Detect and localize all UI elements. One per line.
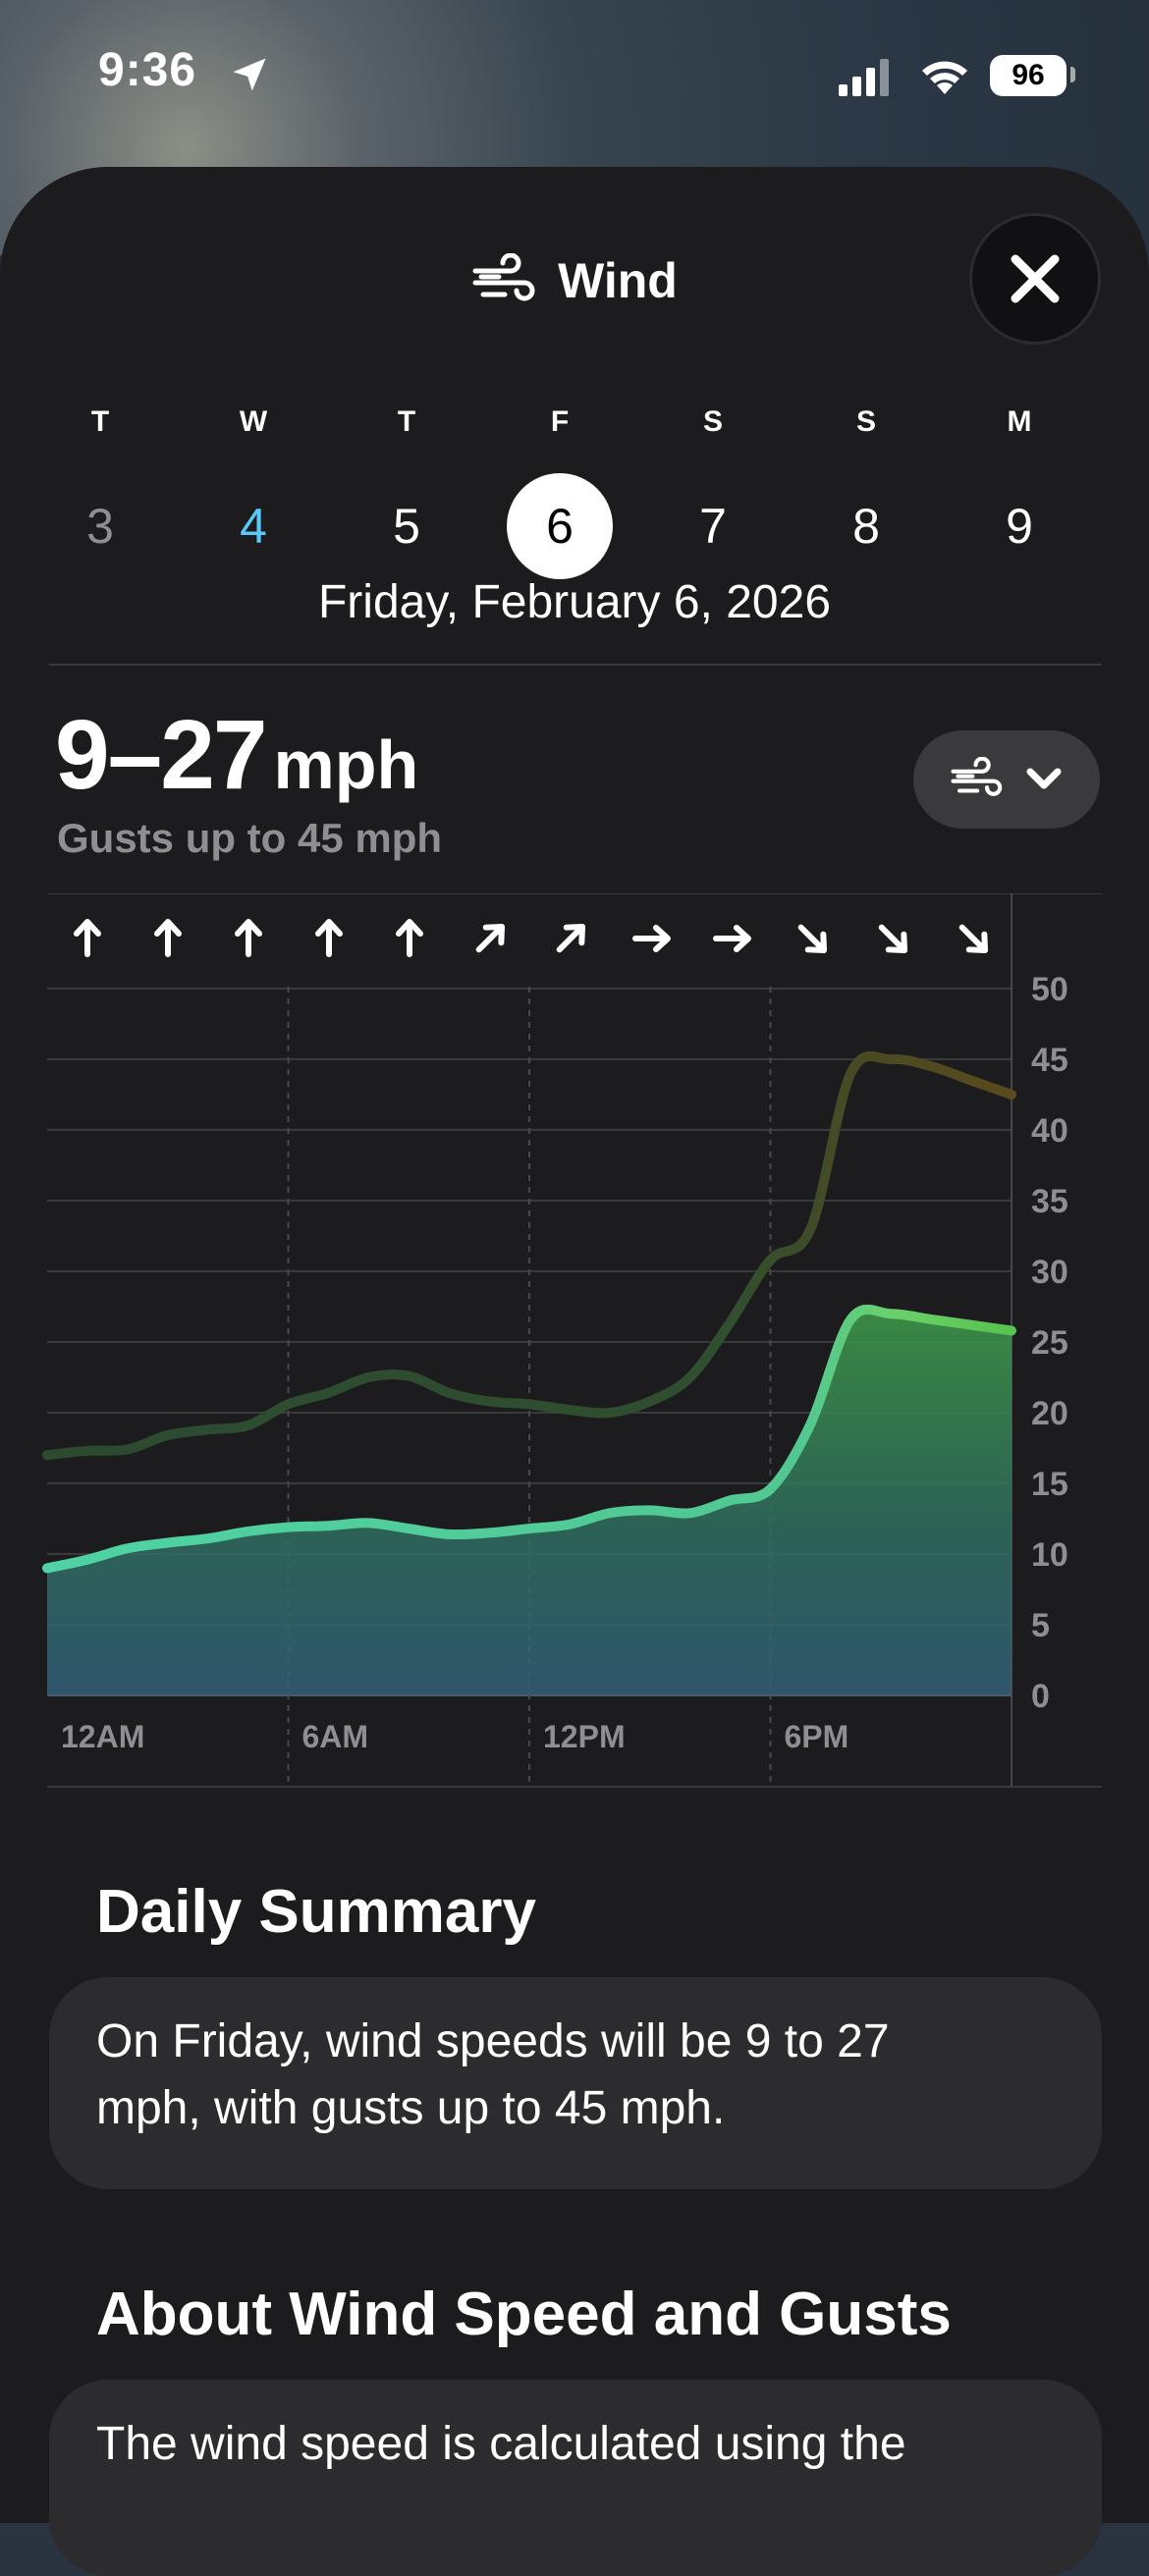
day-weekday-label: F [550, 405, 570, 438]
about-title: About Wind Speed and Gusts [96, 2281, 952, 2348]
day-date-number: 9 [1006, 499, 1033, 554]
battery-indicator: 96 [990, 55, 1067, 96]
wind-range: 9–27 mph [55, 699, 418, 812]
daily-summary-text: On Friday, wind speeds will be 9 to 27 m… [96, 2015, 890, 2134]
wind-direction-arrow-icon [235, 919, 262, 957]
wind-direction-arrow-icon [878, 924, 908, 954]
y-tick-label: 20 [1031, 1395, 1068, 1432]
x-tick-label: 6AM [302, 1719, 369, 1754]
wind-icon [472, 253, 535, 301]
chevron-down-icon [1026, 768, 1062, 789]
close-button[interactable] [972, 216, 1098, 342]
close-icon [1011, 254, 1060, 303]
day-weekday-label: T [397, 405, 416, 438]
about-card: The wind speed is calculated using the [49, 2380, 1102, 2576]
gust-line [42, 1050, 1016, 1461]
y-tick-label: 0 [1031, 1678, 1050, 1715]
wind-direction-arrow-icon [958, 924, 989, 954]
wind-direction-arrow-icon [154, 919, 182, 957]
y-tick-label: 50 [1031, 971, 1068, 1008]
x-tick-label: 6PM [785, 1719, 849, 1754]
x-tick-label: 12AM [61, 1719, 144, 1754]
x-tick-label: 12PM [543, 1719, 626, 1754]
y-tick-label: 10 [1031, 1536, 1068, 1574]
day-date-number: 6 [507, 473, 613, 579]
day-date-number: 3 [86, 499, 114, 554]
daily-summary-card: On Friday, wind speeds will be 9 to 27 m… [49, 1977, 1102, 2189]
location-arrow-icon [233, 58, 266, 91]
y-tick-label: 40 [1031, 1112, 1068, 1150]
y-tick-label: 15 [1031, 1466, 1068, 1503]
wind-direction-arrow-icon [556, 923, 586, 953]
wind-direction-arrow-icon [797, 924, 828, 954]
cellular-signal-icon [839, 59, 889, 96]
daily-summary-title: Daily Summary [96, 1878, 536, 1946]
y-tick-label: 25 [1031, 1324, 1068, 1362]
day-date-number: 8 [852, 499, 880, 554]
metric-selector-button[interactable] [913, 730, 1100, 829]
day-weekday-label: S [702, 405, 723, 438]
y-tick-label: 5 [1031, 1607, 1050, 1644]
day-weekday-label: W [239, 405, 268, 438]
battery-cap [1070, 67, 1075, 82]
status-bar: 9:36 96 [0, 0, 1149, 157]
wind-direction-arrow-icon [713, 925, 751, 952]
y-tick-label: 45 [1031, 1042, 1068, 1079]
wifi-icon [922, 61, 967, 94]
wind-direction-arrow-icon [315, 919, 343, 957]
day-date-number: 4 [240, 499, 267, 554]
about-text: The wind speed is calculated using the [96, 2418, 906, 2470]
day-date-number: 5 [393, 499, 420, 554]
day-date-number: 7 [699, 499, 727, 554]
day-weekday-label: S [855, 405, 876, 438]
gusts-label: Gusts up to 45 mph [57, 815, 443, 861]
day-weekday-label: M [1007, 405, 1032, 438]
speed-area [47, 1309, 1012, 1695]
day-weekday-label: T [90, 405, 110, 438]
y-tick-label: 35 [1031, 1183, 1068, 1220]
wind-direction-arrow-icon [632, 925, 671, 952]
divider [49, 664, 1102, 666]
wind-range-unit: mph [273, 726, 419, 803]
sheet-header: Wind [0, 251, 1149, 310]
wind-icon [951, 757, 1003, 796]
y-tick-label: 30 [1031, 1254, 1068, 1291]
wind-chart[interactable]: 0 5 10 15 20 25 30 35 40 45 50 12AM 6AM 12PM 6PM [0, 893, 1149, 1797]
wind-direction-arrow-icon [396, 919, 423, 957]
wind-direction-arrow-icon [475, 923, 506, 953]
status-time: 9:36 [98, 44, 197, 96]
speed-line [42, 1304, 1016, 1574]
wind-range-value: 9–27 [55, 700, 267, 810]
sheet-title: Wind [558, 253, 678, 308]
wind-direction-arrow-icon [74, 919, 101, 957]
selected-date-label: Friday, February 6, 2026 [317, 576, 832, 628]
